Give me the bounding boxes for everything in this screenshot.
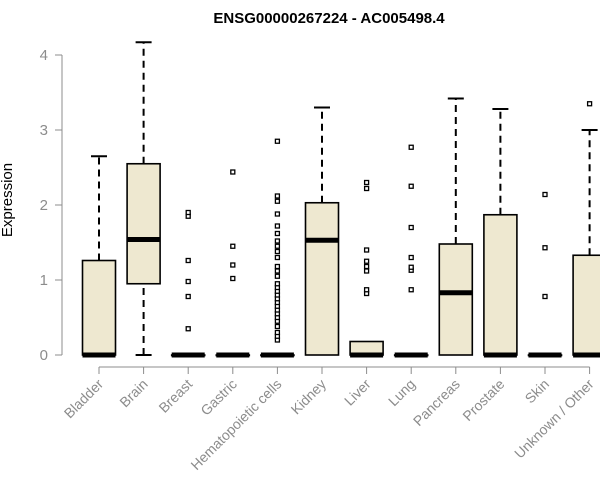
box [438,243,474,356]
outlier-point [408,224,414,231]
outlier-point [185,209,191,216]
box [304,201,340,356]
outlier-point [408,287,414,293]
outlier-point [274,281,281,287]
x-tick-label: Bladder [61,376,107,422]
y-tick-label: 3 [40,122,48,139]
x-tick-label: Kidney [288,376,330,418]
outlier-point [274,268,281,274]
chart-title: ENSG00000267224 - AC005498.4 [213,10,445,27]
outlier-point [274,198,281,204]
outlier-point [185,257,191,264]
box [126,162,161,285]
y-axis-label: Expression [0,163,16,237]
outlier-point [408,264,414,270]
outlier-point [274,193,281,199]
outlier-point [408,183,414,189]
x-tick-label: Unknown / Other [511,376,597,462]
outlier-point [274,238,281,244]
outlier-point [363,287,370,293]
outlier-point [363,263,370,270]
x-tick-label: Pancreas [410,376,463,429]
outlier-point [274,243,281,249]
box [572,254,600,356]
outlier-point [274,273,281,279]
outlier-point [363,258,370,264]
y-tick-label: 0 [40,347,48,364]
outlier-point [542,293,548,300]
y-tick-label: 1 [40,272,48,289]
outlier-point [230,275,236,282]
x-tick-label: Gastric [197,376,240,419]
outlier-point [230,262,236,268]
x-tick-label: Lung [385,376,418,409]
outlier-point [274,263,281,270]
outlier-point [274,138,281,144]
box [483,213,518,356]
outlier-point [542,191,548,198]
outlier-point [363,247,370,253]
y-tick-label: 2 [40,197,48,214]
outlier-point [230,243,236,249]
outlier-point [185,326,191,332]
outlier-point [274,211,281,217]
outlier-point [542,245,548,251]
outlier-point [274,248,281,255]
x-tick-label: Breast [155,376,195,416]
outlier-point [230,169,236,175]
x-tick-label: Prostate [459,376,507,424]
outlier-point [363,185,370,192]
outlier-point [274,230,281,237]
outlier-point [363,179,370,186]
outlier-point [185,278,191,285]
outlier-point [274,254,281,261]
y-tick-label: 4 [40,47,48,64]
outlier-point [363,268,370,274]
outlier-point [274,323,281,330]
x-tick-label: Brain [116,376,150,410]
box [81,259,117,356]
outlier-point [274,223,281,229]
outlier-point [586,101,593,107]
outlier-point [274,329,281,336]
x-tick-label: Skin [522,376,553,407]
x-tick-label: Liver [341,376,374,409]
outlier-point [408,254,414,261]
outlier-point [408,144,414,150]
outlier-point [185,293,191,300]
